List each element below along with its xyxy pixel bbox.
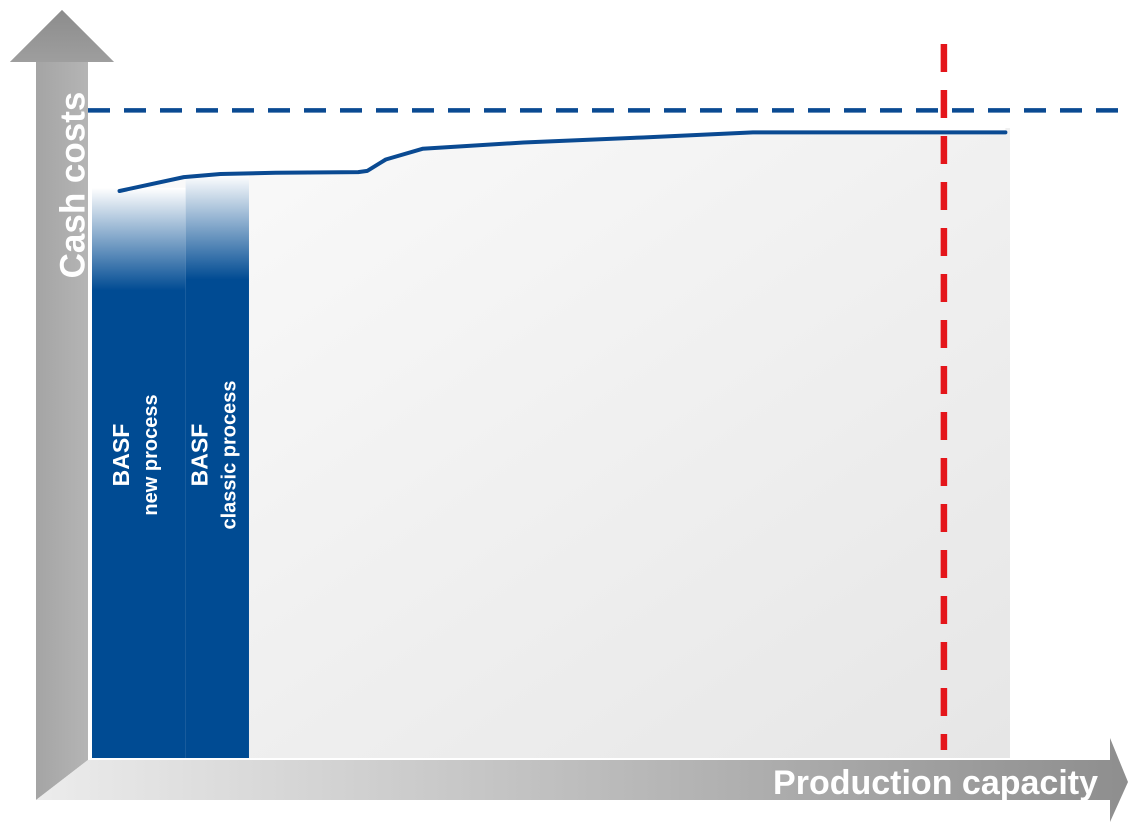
- cost-curve-line: [117, 130, 1008, 193]
- y-axis-arrow-head: [10, 10, 114, 62]
- y-axis-label: Cash costs: [53, 92, 92, 279]
- segment-label-0-0: BASF: [108, 424, 134, 487]
- cost-curve-layer: [117, 130, 1008, 193]
- segment-label-1-1: classic process: [219, 381, 241, 530]
- y-axis-arrow: [10, 10, 114, 800]
- basf-segments: BASF new process BASF classic process: [92, 174, 249, 759]
- segment-bar-1: [185, 174, 249, 758]
- reference-lines: [88, 44, 1128, 750]
- segment-label-0-1: new process: [140, 394, 162, 515]
- segment-label-1-0: BASF: [186, 424, 212, 487]
- cost-curve-fill: [92, 128, 1010, 758]
- segment-bar-0: [92, 187, 186, 759]
- x-axis-arrow-band: [36, 738, 1128, 822]
- x-axis-label: Production capacity: [773, 764, 1098, 802]
- cost-curve-area: [92, 128, 1010, 758]
